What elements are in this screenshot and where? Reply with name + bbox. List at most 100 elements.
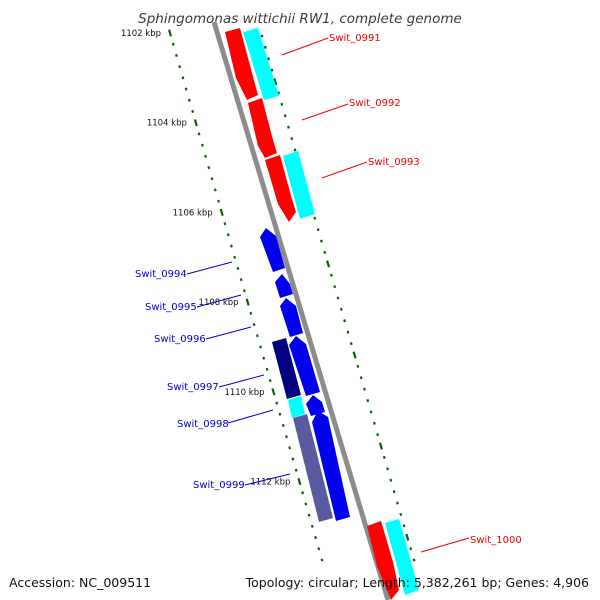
cyan-feature-1000[interactable] bbox=[385, 519, 419, 595]
genome-summary-label: Topology: circular; Length: 5,382,261 bp… bbox=[245, 575, 589, 590]
ruler-minor-tick bbox=[259, 345, 262, 349]
ruler-minor-tick bbox=[268, 379, 272, 383]
ruler-major-tick bbox=[326, 260, 331, 268]
leader-line-swit-0998 bbox=[227, 409, 274, 424]
ruler-minor-tick bbox=[316, 228, 320, 232]
ruler-minor-tick bbox=[301, 491, 305, 495]
gene-label-swit-0996[interactable]: Swit_0996 bbox=[154, 334, 206, 345]
cyan-feature-0991[interactable] bbox=[243, 28, 279, 100]
ruler-minor-tick bbox=[402, 524, 406, 528]
gene-feature-swit-0998[interactable] bbox=[306, 395, 325, 416]
leader-line-swit-0997 bbox=[218, 374, 265, 388]
gene-label-swit-0995[interactable]: Swit_0995 bbox=[145, 302, 197, 313]
ruler-minor-tick bbox=[236, 266, 240, 270]
ruler-minor-tick bbox=[409, 547, 413, 551]
gene-label-swit-0992[interactable]: Swit_0992 bbox=[349, 98, 401, 109]
ruler-minor-tick bbox=[275, 401, 279, 405]
ruler-minor-tick bbox=[226, 233, 230, 237]
ruler-major-tick bbox=[378, 442, 383, 450]
gene-feature-swit-0995[interactable] bbox=[275, 274, 293, 298]
leader-line-swit-1000 bbox=[420, 537, 470, 553]
ruler-minor-tick bbox=[317, 547, 321, 551]
ruler-minor-tick bbox=[184, 87, 188, 91]
ruler-major-tick bbox=[193, 119, 198, 127]
ruler-minor-tick bbox=[307, 513, 311, 517]
accession-label: Accession: NC_009511 bbox=[9, 575, 152, 590]
ruler-minor-tick bbox=[255, 334, 259, 338]
ruler-minor-tick bbox=[349, 342, 353, 346]
ruler-minor-tick bbox=[171, 42, 175, 46]
ruler-minor-tick bbox=[293, 148, 297, 152]
ruler-minor-tick bbox=[263, 45, 267, 49]
ruler-minor-tick bbox=[181, 76, 185, 80]
right-position-ruler bbox=[260, 34, 416, 562]
leader-line-swit-0993 bbox=[321, 161, 368, 179]
ruler-minor-tick bbox=[249, 311, 253, 315]
ruler-minor-tick bbox=[281, 423, 285, 428]
ruler-minor-tick bbox=[389, 478, 393, 482]
gene-label-swit-0998[interactable]: Swit_0998 bbox=[177, 419, 229, 430]
ruler-major-tick bbox=[297, 477, 302, 486]
ruler-kbp-label: 1112 kbp bbox=[250, 478, 290, 488]
ruler-minor-tick bbox=[239, 278, 243, 282]
ruler-minor-tick bbox=[323, 250, 327, 254]
ruler-minor-tick bbox=[392, 490, 396, 494]
ruler-kbp-label: 1106 kbp bbox=[173, 208, 213, 218]
gene-feature-swit-1000[interactable] bbox=[367, 521, 399, 600]
gene-label-swit-0994[interactable]: Swit_0994 bbox=[135, 269, 187, 280]
gene-label-swit-0991[interactable]: Swit_0991 bbox=[329, 33, 381, 44]
ruler-kbp-label: 1108 kbp bbox=[199, 298, 239, 308]
ruler-minor-tick bbox=[288, 446, 292, 450]
ruler-minor-tick bbox=[356, 364, 360, 368]
ruler-minor-tick bbox=[294, 468, 298, 472]
ruler-minor-tick bbox=[217, 199, 220, 203]
ruler-minor-tick bbox=[382, 455, 386, 459]
ruler-minor-tick bbox=[366, 399, 370, 403]
cyan-feature-0998[interactable] bbox=[288, 396, 305, 418]
gene-label-swit-1000[interactable]: Swit_1000 bbox=[470, 535, 522, 546]
ruler-minor-tick bbox=[270, 68, 274, 72]
muted-feature-0999[interactable] bbox=[293, 414, 333, 522]
gene-feature-swit-0991[interactable] bbox=[225, 28, 258, 100]
ruler-minor-tick bbox=[333, 285, 337, 289]
ruler-minor-tick bbox=[204, 154, 207, 158]
ruler-minor-tick bbox=[376, 433, 380, 437]
ruler-minor-tick bbox=[278, 412, 282, 416]
ruler-minor-tick bbox=[175, 53, 178, 57]
gene-label-swit-0999[interactable]: Swit_0999 bbox=[193, 480, 245, 491]
gene-feature-swit-0994[interactable] bbox=[260, 228, 285, 272]
ruler-minor-tick bbox=[200, 143, 204, 147]
ruler-kbp-label: 1110 kbp bbox=[224, 388, 264, 398]
ruler-minor-tick bbox=[363, 387, 366, 391]
ruler-minor-tick bbox=[280, 102, 284, 106]
ruler-minor-tick bbox=[359, 376, 363, 380]
ruler-minor-tick bbox=[313, 216, 317, 220]
gene-feature-swit-0997[interactable] bbox=[289, 336, 320, 396]
gene-label-group: Swit_0991 Swit_0992 Swit_0993 Swit_0994 … bbox=[135, 33, 522, 553]
leader-line-swit-0994 bbox=[186, 261, 233, 275]
gene-feature-swit-0999[interactable] bbox=[312, 411, 350, 521]
gene-feature-swit-0996[interactable] bbox=[280, 298, 303, 337]
ruler-major-tick bbox=[168, 29, 172, 37]
gene-label-swit-0993[interactable]: Swit_0993 bbox=[368, 157, 420, 168]
gene-feature-swit-0992[interactable] bbox=[248, 98, 277, 158]
ruler-major-tick bbox=[405, 533, 410, 541]
leader-line-swit-0995 bbox=[196, 294, 242, 308]
cyan-feature-0993[interactable] bbox=[283, 151, 315, 219]
ruler-minor-tick bbox=[291, 457, 295, 461]
ruler-minor-tick bbox=[260, 34, 264, 38]
ruler-minor-tick bbox=[396, 501, 399, 505]
gene-feature-swit-0993[interactable] bbox=[265, 155, 296, 222]
gene-label-swit-0997[interactable]: Swit_0997 bbox=[167, 382, 219, 393]
left-position-ruler: 1102 kbp 1104 kbp 1106 kbp 1108 kbp 1110 kbp… bbox=[121, 29, 324, 562]
ruler-minor-tick bbox=[343, 319, 347, 323]
dark-feature-0997[interactable] bbox=[272, 338, 301, 399]
leader-line-swit-0992 bbox=[301, 103, 349, 121]
ruler-minor-tick bbox=[314, 536, 317, 540]
ruler-minor-tick bbox=[386, 467, 389, 471]
ruler-minor-tick bbox=[329, 273, 333, 277]
ruler-major-tick bbox=[219, 208, 224, 217]
ruler-major-tick bbox=[271, 388, 276, 396]
ruler-minor-tick bbox=[197, 132, 201, 136]
